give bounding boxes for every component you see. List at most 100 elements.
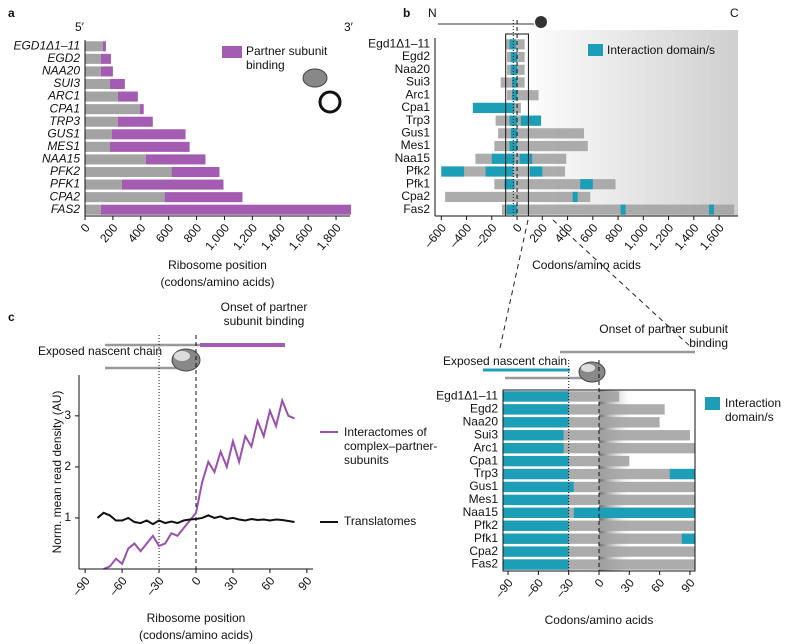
- y-tick-label: Arc1: [473, 440, 498, 454]
- domain-segment: [509, 115, 518, 126]
- y-tick-label: NAA20: [42, 64, 80, 78]
- domain-segment: [503, 417, 569, 428]
- annotation: Exposed nascent chain: [443, 354, 567, 368]
- x-tick-label: 1,200: [646, 221, 676, 253]
- x-tick-label: –30: [553, 576, 577, 601]
- y-tick-label: Naa20: [395, 62, 431, 76]
- y-tick-label: Trp3: [474, 466, 499, 480]
- y-tick-label: Fas2: [471, 557, 498, 571]
- y-tick-label: CPA1: [50, 101, 80, 115]
- domain-segment: [503, 507, 569, 518]
- x-tick-label: 0: [510, 221, 525, 235]
- domain-segment: [573, 507, 695, 518]
- annotation: C: [730, 6, 739, 20]
- x-axis-label: Ribosome position: [168, 258, 267, 272]
- x-tick-label: 200: [526, 221, 550, 246]
- y-tick-label: FAS2: [51, 202, 80, 216]
- x-tick-label: 90: [678, 576, 698, 595]
- y-tick-label: Pfk2: [474, 518, 498, 532]
- y-tick-label: EGD2: [47, 51, 80, 65]
- x-tick-label: 30: [618, 576, 638, 595]
- bar-segment: [164, 192, 243, 203]
- domain-segment: [503, 404, 569, 415]
- legend-label: Interaction domain/s: [725, 396, 782, 424]
- range-bar: [506, 90, 539, 101]
- x-tick-label: 1,200: [230, 221, 260, 253]
- x-tick-label: 800: [181, 221, 205, 246]
- bar-segment: [85, 66, 101, 77]
- domain-segment: [681, 533, 695, 544]
- x-axis-label: Codons/amino acids: [532, 258, 641, 272]
- bar-segment: [121, 179, 224, 190]
- y-tick-label: NAA15: [42, 152, 80, 166]
- domain-segment: [510, 51, 518, 63]
- y-tick-label: CPA2: [50, 189, 81, 203]
- bar-segment: [85, 154, 146, 165]
- domain-segment: [520, 115, 542, 126]
- bar-segment: [85, 166, 172, 178]
- bar-segment: [139, 104, 144, 115]
- bar-segment: [85, 141, 110, 152]
- range-bar: [498, 128, 584, 139]
- bar-segment: [117, 116, 153, 127]
- panel-label: a: [8, 6, 15, 20]
- x-axis-label: Codons/amino acids: [545, 613, 654, 627]
- y-tick-label: Mes1: [469, 492, 499, 506]
- range-bar: [494, 179, 616, 190]
- domain-segment: [503, 443, 564, 454]
- domain-segment: [485, 166, 514, 177]
- x-tick-label: –400: [446, 221, 474, 251]
- y-tick-label: Naa15: [395, 151, 431, 165]
- domain-segment: [519, 153, 533, 164]
- legend-label: Interactomes of complex–partner-subunits: [344, 425, 438, 467]
- bar-segment: [85, 41, 103, 52]
- domain-segment: [472, 102, 515, 114]
- domain-segment: [503, 430, 564, 441]
- x-tick-label: 1,600: [697, 221, 727, 253]
- legend-label: Translatomes: [344, 514, 416, 528]
- domain-segment: [503, 520, 569, 531]
- domain-segment: [503, 455, 569, 467]
- y-tick-label: Mes1: [401, 138, 431, 152]
- y-tick-label: ARC1: [47, 89, 80, 103]
- x-tick-label: 30: [221, 574, 241, 593]
- y-tick-label: EGD1Δ1–11: [13, 38, 80, 52]
- annotation: Onset of partner subunit binding: [599, 322, 728, 350]
- domain-segment: [510, 128, 518, 139]
- y-tick-label: Sui3: [474, 427, 498, 441]
- x-tick-label: 90: [295, 574, 315, 593]
- bar-segment: [171, 166, 220, 178]
- y-tick-label: Pfk1: [474, 531, 498, 545]
- x-tick-label: 1,000: [621, 221, 651, 253]
- range-bar: [503, 430, 690, 441]
- y-tick-label: Egd2: [470, 402, 498, 416]
- bar-segment: [102, 41, 106, 52]
- y-tick-label: SUI3: [53, 76, 80, 90]
- y-tick-label: GUS1: [47, 126, 80, 140]
- y-tick-label: 1: [64, 510, 71, 524]
- bar-segment: [85, 129, 112, 140]
- x-tick-label: 400: [125, 221, 149, 246]
- y-tick-label: Gus1: [469, 479, 498, 493]
- bar-segment: [85, 104, 140, 115]
- y-tick-label: Arc1: [405, 87, 430, 101]
- range-bar: [501, 204, 735, 215]
- y-tick-label: Egd1Δ1–11: [436, 389, 498, 403]
- y-tick-label: PFK1: [50, 177, 80, 191]
- panel-label: b: [403, 6, 410, 20]
- y-tick-label: Pfk1: [406, 176, 430, 190]
- x-tick-label: –60: [522, 576, 546, 601]
- bar-segment: [100, 66, 113, 77]
- bar-segment: [85, 179, 122, 190]
- x-tick-label: –200: [472, 221, 500, 251]
- domain-segment: [506, 204, 518, 215]
- x-tick-label: 60: [258, 574, 278, 593]
- domain-segment: [512, 77, 518, 88]
- y-tick-label: Cpa1: [469, 453, 498, 467]
- y-tick-label: Egd2: [402, 49, 430, 63]
- x-tick-label: 1,600: [286, 221, 316, 253]
- domain-segment: [503, 468, 569, 480]
- range-bar: [494, 140, 588, 152]
